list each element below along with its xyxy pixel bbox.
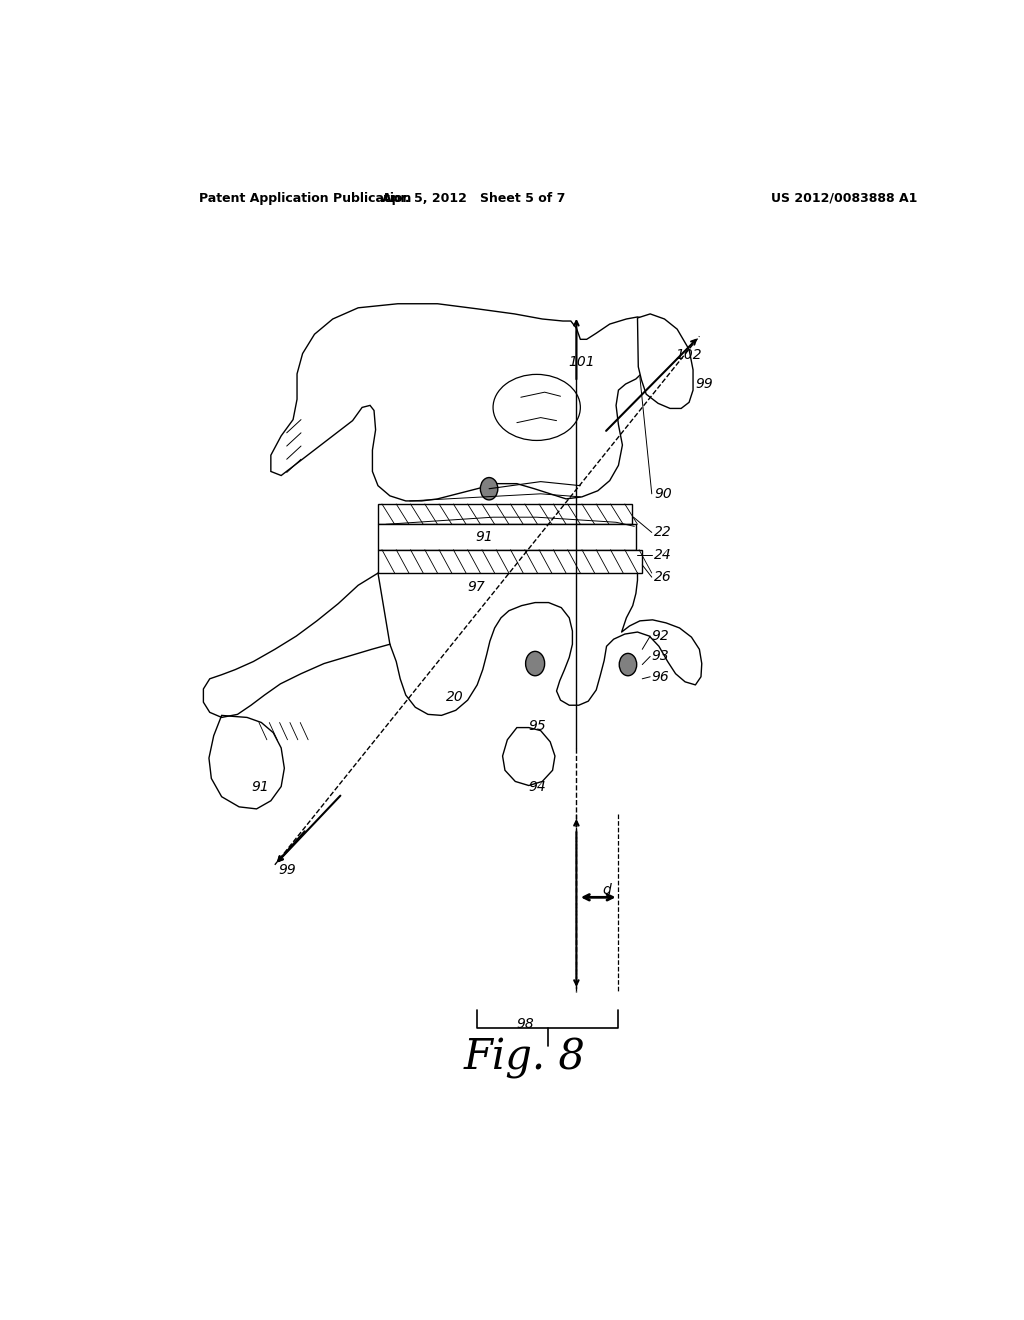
- Polygon shape: [503, 727, 555, 785]
- Text: 22: 22: [654, 525, 672, 540]
- Text: d: d: [602, 883, 611, 898]
- Circle shape: [525, 651, 545, 676]
- Circle shape: [480, 478, 498, 500]
- Polygon shape: [270, 304, 650, 500]
- Text: 93: 93: [652, 649, 670, 664]
- Text: 20: 20: [445, 690, 463, 704]
- Text: 95: 95: [528, 718, 547, 733]
- Text: 101: 101: [568, 355, 595, 368]
- Polygon shape: [378, 524, 636, 549]
- Text: 97: 97: [468, 581, 485, 594]
- Polygon shape: [209, 715, 285, 809]
- Text: 102: 102: [676, 347, 702, 362]
- Text: 90: 90: [654, 487, 672, 500]
- Text: 92: 92: [652, 630, 670, 643]
- Text: 91: 91: [475, 529, 494, 544]
- Text: 99: 99: [695, 378, 713, 391]
- Circle shape: [620, 653, 637, 676]
- Text: 94: 94: [528, 780, 547, 793]
- Polygon shape: [378, 549, 642, 573]
- Text: 96: 96: [652, 669, 670, 684]
- Text: 98: 98: [516, 1018, 534, 1031]
- Text: 99: 99: [279, 863, 297, 876]
- Text: Patent Application Publication: Patent Application Publication: [200, 191, 412, 205]
- Text: 24: 24: [654, 548, 672, 562]
- Text: 26: 26: [654, 570, 672, 585]
- Text: Fig. 8: Fig. 8: [464, 1038, 586, 1078]
- Polygon shape: [378, 504, 632, 524]
- Polygon shape: [638, 314, 693, 408]
- Text: Apr. 5, 2012   Sheet 5 of 7: Apr. 5, 2012 Sheet 5 of 7: [382, 191, 565, 205]
- Text: 91: 91: [251, 780, 268, 793]
- Text: US 2012/0083888 A1: US 2012/0083888 A1: [771, 191, 918, 205]
